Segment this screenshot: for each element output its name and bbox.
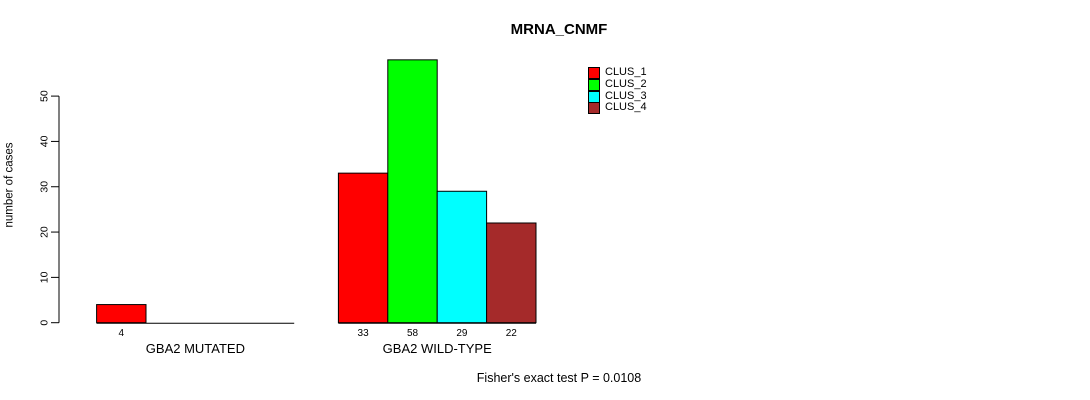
y-axis-title: number of cases — [4, 142, 16, 227]
legend-label: CLUS_3 — [605, 89, 647, 102]
legend-label: CLUS_4 — [605, 101, 647, 114]
legend-label: CLUS_1 — [605, 66, 647, 78]
y-tick-label: 40 — [39, 135, 51, 147]
bar — [387, 59, 438, 324]
group-label: GBA2 WILD-TYPE — [383, 341, 492, 356]
bar-value-label: 29 — [456, 328, 468, 339]
bar — [436, 190, 488, 324]
legend-swatch — [588, 102, 600, 115]
y-tick-label: 50 — [39, 90, 51, 102]
legend-item: CLUS_2 — [588, 77, 647, 91]
y-tick-label: 20 — [39, 226, 51, 238]
legend-swatch — [588, 66, 600, 79]
chart-title: MRNA_CNMF — [510, 21, 608, 38]
bar — [96, 304, 147, 324]
legend-item: CLUS_4 — [588, 101, 647, 115]
legend: CLUS_1 CLUS_2 CLUS_3 CLUS_4 — [588, 66, 647, 115]
legend-item: CLUS_1 — [588, 66, 647, 79]
fisher-test-annotation: Fisher's exact test P = 0.0108 — [476, 371, 642, 385]
group-label: GBA2 MUTATED — [146, 341, 245, 356]
bar — [337, 172, 389, 324]
legend-swatch — [588, 90, 600, 103]
bar-value-label: 22 — [506, 328, 518, 339]
y-tick-label: 30 — [39, 181, 51, 193]
legend-swatch — [588, 78, 600, 91]
y-tick-label: 10 — [39, 271, 51, 283]
legend-label: CLUS_2 — [605, 77, 647, 90]
y-tick-label: 0 — [39, 320, 51, 326]
bar-value-label: 4 — [119, 328, 125, 339]
bar — [486, 222, 537, 324]
bar-value-label: 58 — [407, 328, 419, 339]
bar-value-label: 33 — [358, 328, 370, 339]
legend-item: CLUS_3 — [588, 89, 647, 103]
